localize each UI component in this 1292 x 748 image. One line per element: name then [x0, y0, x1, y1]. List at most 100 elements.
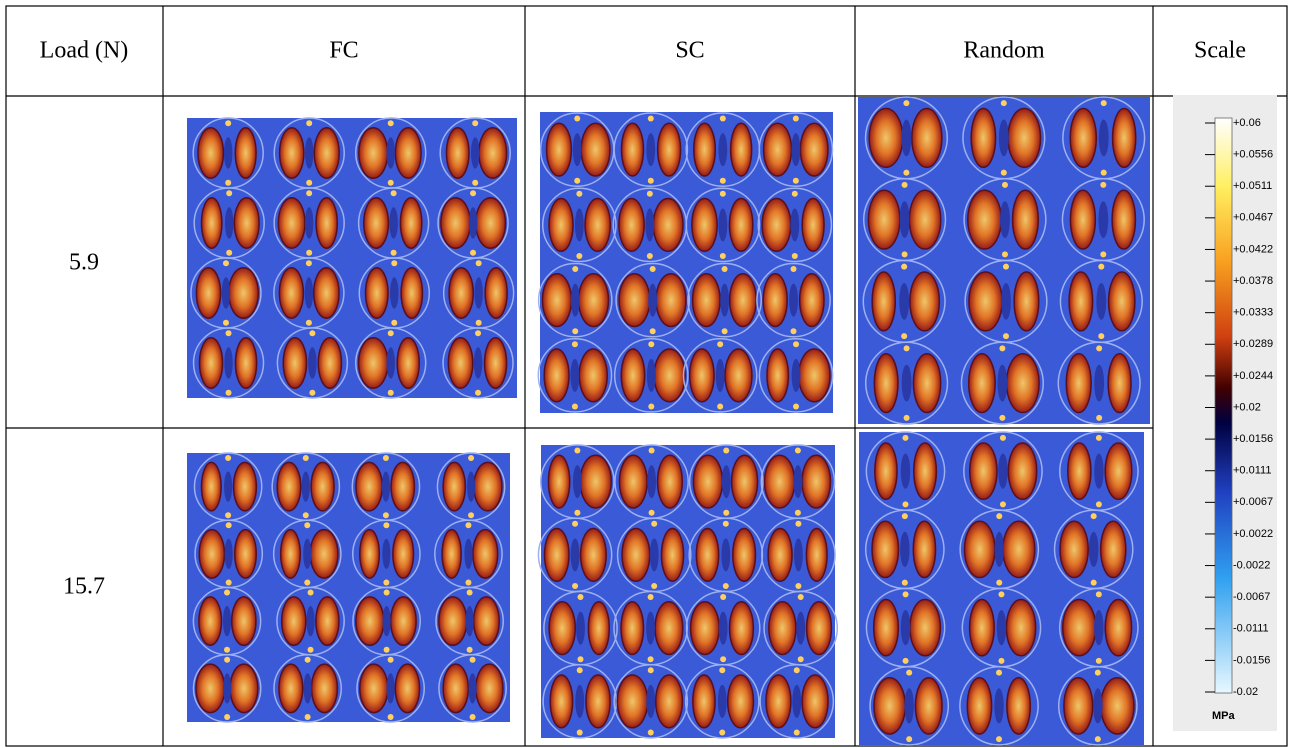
- fringe: [579, 349, 607, 402]
- fringe: [693, 455, 722, 508]
- fringe: [619, 274, 650, 327]
- fringe-core: [716, 359, 725, 392]
- header-cell: Scale: [1194, 38, 1246, 64]
- contact: [309, 390, 315, 396]
- contact: [791, 266, 797, 272]
- fringe-core: [1094, 610, 1103, 645]
- fringe-core: [474, 347, 482, 379]
- fringe: [800, 274, 824, 327]
- fringe: [1109, 272, 1135, 331]
- header-cell: Random: [963, 38, 1045, 64]
- contact: [578, 656, 584, 662]
- fringe-core: [222, 277, 230, 309]
- fringe: [800, 123, 828, 176]
- fringe-core: [647, 359, 656, 392]
- fringe: [728, 675, 754, 728]
- contact: [996, 580, 1002, 586]
- contact: [388, 120, 394, 126]
- fringe-core: [224, 471, 232, 501]
- fringe-image: [859, 432, 1144, 745]
- fringe-core: [718, 208, 727, 241]
- fringe: [360, 530, 380, 578]
- contact: [476, 260, 482, 266]
- fringe-core: [302, 471, 310, 501]
- fringe: [196, 664, 225, 712]
- fringe: [311, 664, 337, 712]
- contact: [224, 657, 230, 663]
- contact: [1003, 264, 1009, 270]
- contact: [999, 415, 1005, 421]
- fringe: [1066, 354, 1091, 413]
- fringe: [725, 349, 752, 402]
- fringe: [874, 678, 905, 734]
- fringe-core: [382, 539, 390, 569]
- contact: [388, 657, 394, 663]
- contact: [720, 253, 726, 259]
- fringe-core: [650, 538, 659, 571]
- fringe: [729, 199, 752, 252]
- fringe: [485, 338, 507, 388]
- contact: [578, 594, 584, 600]
- scale-label: +0.0067: [1233, 496, 1273, 508]
- fringe-core: [901, 610, 910, 645]
- fringe: [1105, 599, 1131, 655]
- contact: [903, 100, 909, 106]
- scale-label: +0.06: [1233, 117, 1261, 129]
- contact: [902, 251, 908, 257]
- fringe-core: [387, 137, 395, 169]
- contact: [465, 579, 471, 585]
- fringe: [314, 268, 339, 318]
- fringe: [439, 597, 467, 645]
- contact: [391, 260, 397, 266]
- fringe: [282, 597, 306, 645]
- fringe: [872, 272, 895, 331]
- contact: [650, 328, 656, 334]
- contact: [1002, 251, 1008, 257]
- contact: [1002, 182, 1008, 188]
- fringe-core: [573, 465, 582, 498]
- contact: [391, 190, 397, 196]
- fringe-core: [571, 538, 580, 571]
- fringe-core: [223, 673, 231, 703]
- contact: [996, 736, 1002, 742]
- fringe: [549, 199, 573, 252]
- contact: [650, 266, 656, 272]
- fringe: [199, 530, 224, 578]
- fringe: [970, 443, 997, 499]
- fringe: [579, 274, 609, 327]
- fringe: [585, 199, 610, 252]
- fringe-core: [647, 465, 656, 498]
- contact: [226, 522, 232, 528]
- fringe-core: [466, 606, 474, 636]
- fringe: [768, 529, 792, 582]
- fringe-core: [303, 539, 311, 569]
- fringe: [731, 123, 752, 176]
- fringe-core: [718, 685, 727, 718]
- fringe: [653, 199, 683, 252]
- contact: [792, 191, 798, 197]
- contact: [572, 404, 578, 410]
- contact: [648, 667, 654, 673]
- fringe: [763, 274, 787, 327]
- contact: [902, 580, 908, 586]
- fringe-core: [576, 612, 585, 645]
- fringe: [364, 198, 389, 248]
- fringe: [397, 338, 419, 388]
- contact: [1098, 333, 1104, 339]
- contact: [574, 447, 580, 453]
- contact: [224, 714, 230, 720]
- fringe: [769, 602, 796, 655]
- contact: [224, 647, 230, 653]
- fringe: [366, 268, 389, 318]
- contact: [720, 191, 726, 197]
- fringe-core: [645, 208, 654, 241]
- contact: [794, 730, 800, 736]
- fringe-core: [1098, 201, 1108, 238]
- contact: [903, 658, 909, 664]
- contact: [226, 330, 232, 336]
- fringe-core: [464, 539, 472, 569]
- fringe: [657, 455, 682, 508]
- fringe-core: [997, 610, 1006, 645]
- fringe-core: [791, 133, 800, 166]
- scale-unit: MPa: [1212, 710, 1236, 722]
